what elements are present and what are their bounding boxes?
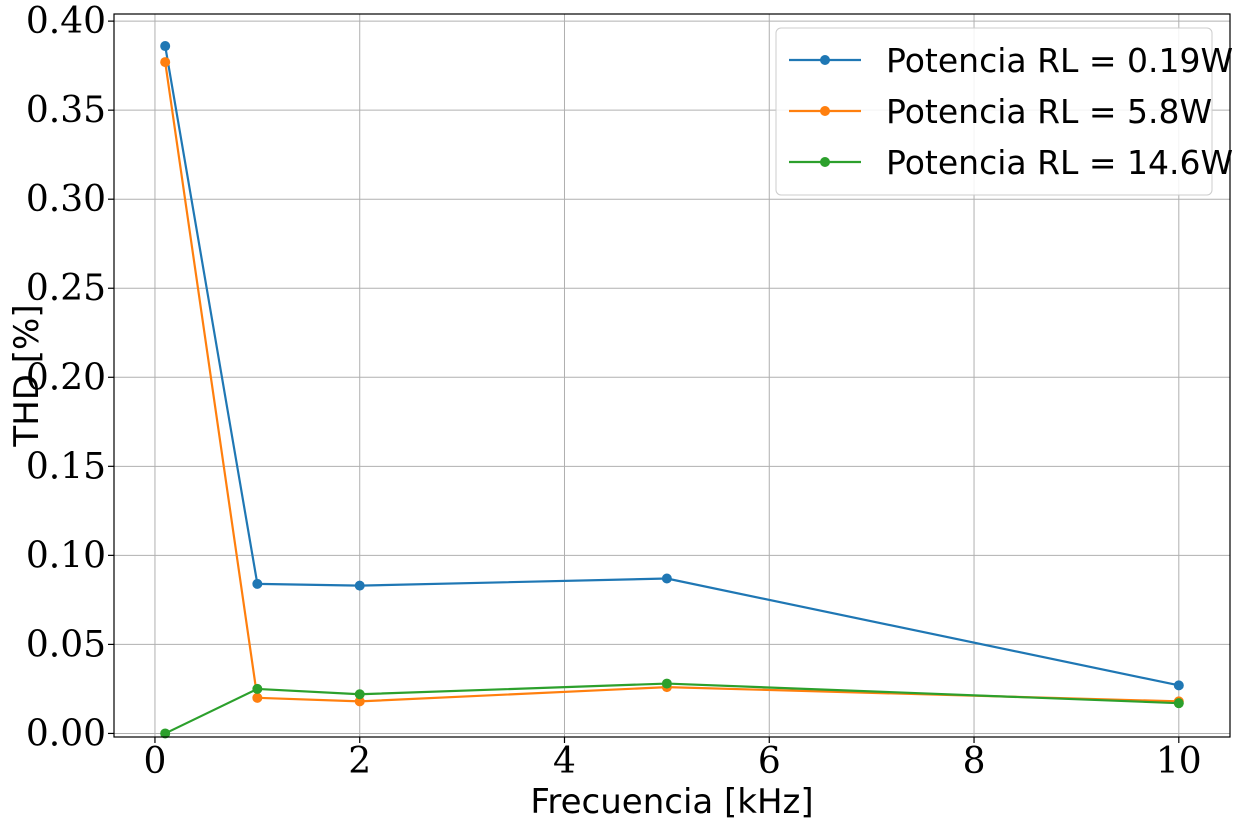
x-axis-label: Frecuencia [kHz]: [530, 782, 813, 822]
x-tick-label: 10: [1156, 741, 1202, 782]
y-tick-label: 0.05: [26, 624, 106, 665]
series-lines: [160, 41, 1184, 739]
x-tick-label: 0: [144, 741, 167, 782]
grid-lines: [114, 14, 1230, 737]
data-point: [354, 689, 365, 700]
y-tick-label: 0.30: [26, 179, 106, 220]
series-1: [160, 41, 1184, 691]
data-point: [160, 728, 171, 739]
x-tick-label: 4: [553, 741, 576, 782]
x-tick-label: 6: [758, 741, 781, 782]
data-point: [160, 41, 171, 52]
data-point: [252, 578, 263, 589]
data-point: [1173, 698, 1184, 709]
x-tick-label: 2: [348, 741, 371, 782]
legend-swatch-marker: [820, 157, 830, 167]
x-tick-label: 8: [963, 741, 986, 782]
legend-swatch-marker: [820, 55, 830, 65]
y-axis-label: THD [%]: [7, 304, 47, 447]
legend-label: Potencia RL = 5.8W: [886, 92, 1212, 131]
y-tick-label: 0.35: [26, 90, 106, 131]
legend-swatch-marker: [820, 106, 830, 116]
legend: Potencia RL = 0.19W Potencia RL = 5.8W Pot…: [775, 27, 1233, 196]
data-point: [661, 678, 672, 689]
legend-box: [775, 27, 1213, 196]
legend-label: Potencia RL = 14.6W: [886, 143, 1233, 182]
data-point: [160, 57, 171, 68]
data-point: [661, 573, 672, 584]
series-3: [160, 678, 1184, 739]
data-point: [1173, 680, 1184, 691]
data-point: [354, 580, 365, 591]
y-tick-label: 0.20: [26, 357, 106, 398]
plot-frame: [113, 13, 1231, 738]
axis-ticks: 0 2 4 6 8 10 0.00 0.05 0.10 0.15 0.20 0.25 0.30 0.35 0…: [26, 1, 1202, 782]
legend-label: Potencia RL = 0.19W: [886, 41, 1233, 80]
y-tick-label: 0.25: [26, 268, 106, 309]
data-point: [354, 696, 365, 707]
y-tick-label: 0.10: [26, 535, 106, 576]
y-tick-label: 0.00: [26, 713, 106, 754]
y-tick-label: 0.15: [26, 446, 106, 487]
data-point: [252, 683, 263, 694]
data-point: [252, 692, 263, 703]
y-tick-label: 0.40: [26, 1, 106, 42]
